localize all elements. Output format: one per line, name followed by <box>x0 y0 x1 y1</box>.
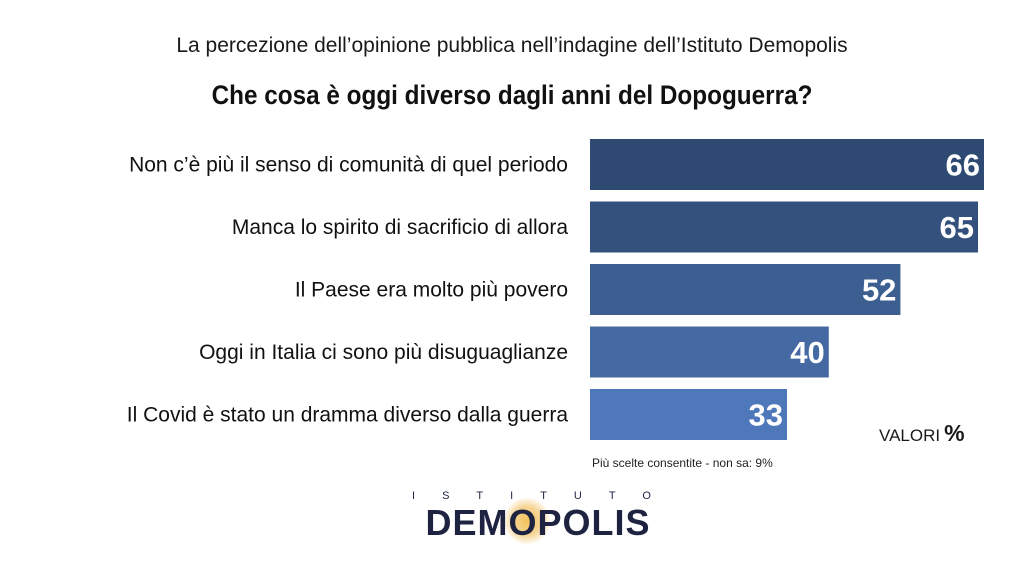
category-label-4: Oggi in Italia ci sono più disuguaglianz… <box>199 341 568 364</box>
value-label-1: 66 <box>946 148 980 183</box>
logo-main-text: DEMOPOLIS <box>425 502 651 543</box>
units-label: VALORI% <box>879 420 965 447</box>
units-symbol: % <box>944 420 965 446</box>
bar-2 <box>590 201 979 253</box>
value-label-2: 65 <box>940 210 974 245</box>
category-label-3: Il Paese era molto più povero <box>295 279 568 302</box>
value-label-4: 40 <box>790 335 824 370</box>
bar-5 <box>590 389 787 440</box>
value-label-3: 52 <box>862 273 896 308</box>
logo-sun-icon <box>504 498 550 544</box>
units-text: VALORI <box>879 426 941 445</box>
bar-4 <box>590 326 829 378</box>
logo-top-text: ISTITUTO <box>412 490 678 502</box>
footnote: Più scelte consentite - non sa: 9% <box>592 456 773 470</box>
chart-subtitle: La percezione dell’opinione pubblica nel… <box>176 34 848 57</box>
value-label-5: 33 <box>749 398 783 433</box>
category-label-1: Non c’è più il senso di comunità di quel… <box>129 154 568 177</box>
category-label-5: Il Covid è stato un dramma diverso dalla… <box>127 404 569 427</box>
bar-3 <box>590 264 901 315</box>
category-label-2: Manca lo spirito di sacrificio di allora <box>232 216 568 239</box>
chart-title: Che cosa è oggi diverso dagli anni del D… <box>211 80 813 110</box>
demopolis-logo: ISTITUTO DEMOPOLIS <box>388 490 688 550</box>
bar-1 <box>590 139 984 190</box>
